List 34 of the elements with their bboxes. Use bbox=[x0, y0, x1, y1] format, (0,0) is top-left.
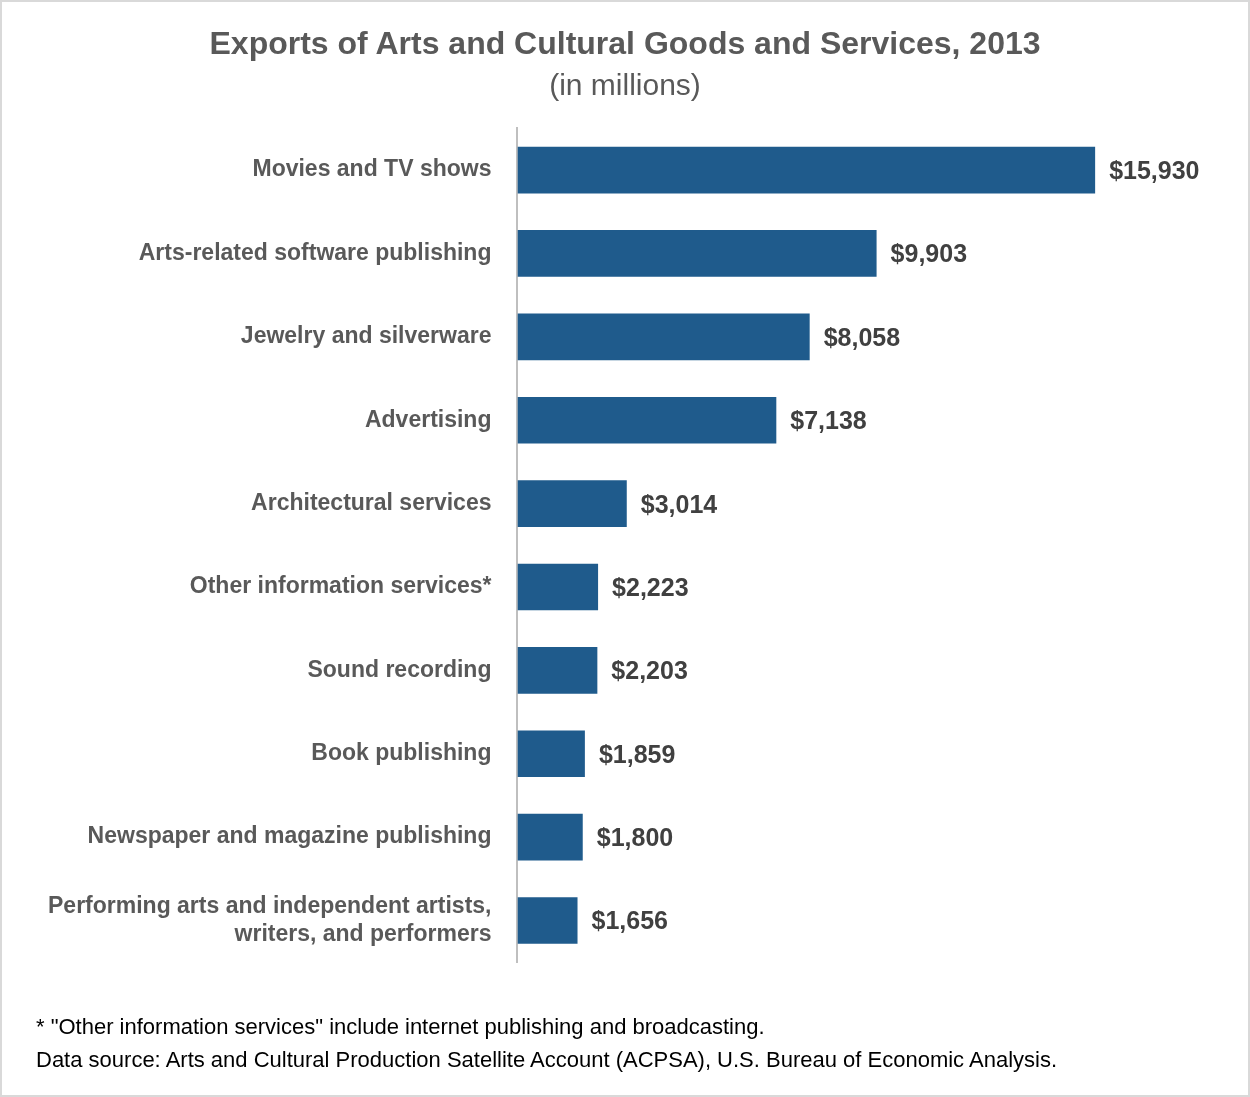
data-label: $3,014 bbox=[640, 489, 718, 518]
y-tick-label: Arts-related software publishing bbox=[138, 238, 492, 265]
source-note: Data source: Arts and Cultural Production Satellite Account (ACPSA), U.S. Bureau of Economic Analysis. bbox=[36, 1046, 1058, 1074]
data-label: $1,859 bbox=[598, 739, 676, 768]
bar bbox=[517, 146, 1096, 194]
bar bbox=[517, 730, 585, 778]
y-tick-label: Advertising bbox=[364, 405, 492, 432]
y-tick-label: Newspaper and magazine publishing bbox=[87, 822, 492, 849]
y-tick-label: Movies and TV shows bbox=[252, 155, 492, 182]
data-label: $2,203 bbox=[611, 656, 688, 685]
y-tick-label: Other information services* bbox=[189, 572, 492, 599]
y-tick-label: Book publishing bbox=[311, 739, 492, 766]
y-tick-label: Architectural services bbox=[251, 488, 492, 515]
y-tick-label: Performing arts and independent artists, writers, and performers bbox=[48, 892, 492, 946]
bar bbox=[517, 396, 777, 444]
data-label: $7,138 bbox=[790, 406, 867, 435]
y-tick-label: Jewelry and silverware bbox=[240, 322, 492, 349]
bar bbox=[517, 897, 578, 944]
chart-title: Exports of Arts and Cultural Goods and Services, 2013 bbox=[209, 25, 1041, 62]
bar bbox=[517, 647, 598, 694]
bar bbox=[517, 813, 583, 861]
data-label: $9,903 bbox=[890, 239, 968, 268]
data-label: $1,800 bbox=[596, 823, 674, 852]
bar bbox=[517, 480, 627, 527]
bar bbox=[517, 230, 877, 277]
bar bbox=[517, 563, 599, 611]
text: * "Other information services" include internet publishing and broadcasting. bbox=[36, 1013, 766, 1041]
y-tick-label: Sound recording bbox=[307, 655, 492, 682]
data-label: $8,058 bbox=[823, 322, 901, 351]
bar bbox=[517, 313, 810, 361]
data-label: $15,930 bbox=[1109, 155, 1200, 184]
data-label: $1,656 bbox=[591, 906, 668, 935]
data-label: $2,223 bbox=[612, 572, 689, 601]
chart-subtitle: (in millions) bbox=[549, 67, 701, 101]
